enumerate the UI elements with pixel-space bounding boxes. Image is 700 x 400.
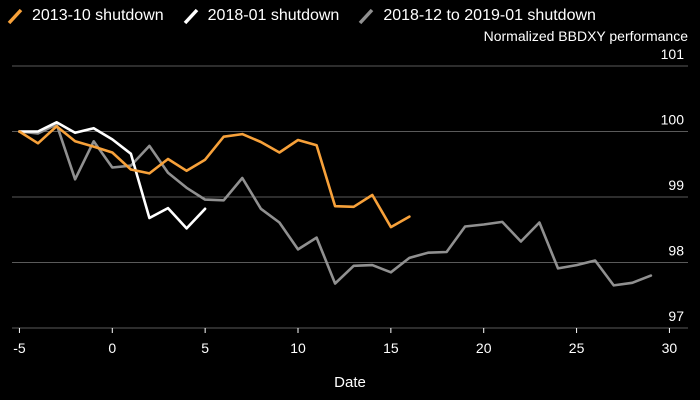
x-axis-label: Date bbox=[334, 374, 366, 391]
legend: 2013-10 shutdown 2018-01 shutdown 2018-1… bbox=[6, 6, 614, 26]
x-tick-label-30: 30 bbox=[662, 340, 678, 356]
series-2018-12-line bbox=[18, 123, 653, 287]
legend-label-2018-12: 2018-12 to 2019-01 shutdown bbox=[383, 7, 596, 24]
x-tick-label-5: 5 bbox=[201, 340, 209, 356]
legend-swatch-2013-10-icon bbox=[7, 8, 23, 25]
y-tick-label-99: 99 bbox=[668, 177, 684, 193]
y-tick-label-97: 97 bbox=[668, 308, 684, 324]
legend-item-2013-10[interactable]: 2013-10 shutdown bbox=[6, 6, 164, 26]
y-tick-label-98: 98 bbox=[668, 243, 684, 259]
legend-swatch-2018-01-icon bbox=[183, 8, 198, 25]
x-tick-label-20: 20 bbox=[476, 340, 492, 356]
x-tick-label-10: 10 bbox=[290, 340, 306, 356]
x-tick-label-15: 15 bbox=[383, 340, 399, 356]
x-tick-label-25: 25 bbox=[569, 340, 585, 356]
y-tick-label-101: 101 bbox=[661, 46, 685, 62]
legend-label-2013-10: 2013-10 shutdown bbox=[32, 7, 164, 24]
y-tick-label-100: 100 bbox=[661, 112, 685, 128]
x-tick-label--5: -5 bbox=[13, 340, 26, 356]
y-axis-label: Normalized BBDXY performance bbox=[483, 28, 688, 44]
series-2013-10-line bbox=[18, 125, 411, 229]
legend-item-2018-12[interactable]: 2018-12 to 2019-01 shutdown bbox=[357, 6, 596, 26]
series-2018-01-line bbox=[18, 121, 207, 230]
x-tick-label-0: 0 bbox=[108, 340, 116, 356]
legend-swatch-2018-12-icon bbox=[359, 8, 374, 25]
legend-item-2018-01[interactable]: 2018-01 shutdown bbox=[182, 6, 340, 26]
legend-label-2018-01: 2018-01 shutdown bbox=[207, 7, 340, 24]
